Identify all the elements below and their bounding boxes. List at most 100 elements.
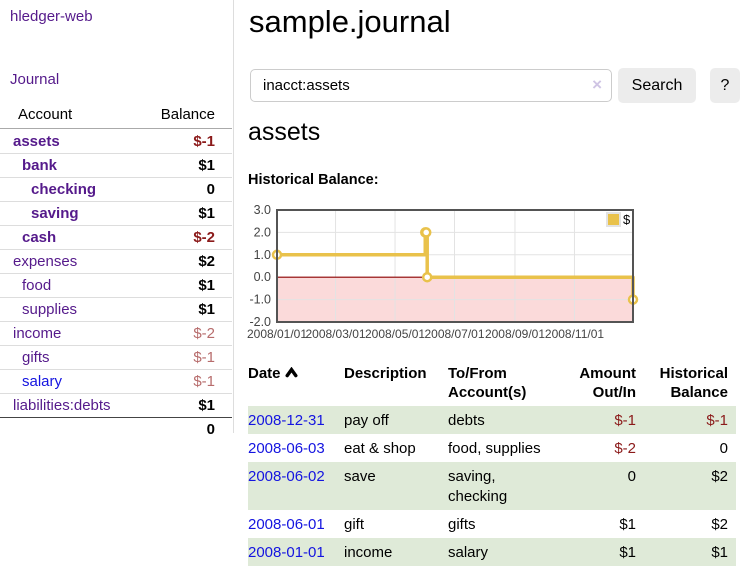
- sidebar-item-journal[interactable]: Journal: [10, 71, 60, 88]
- search-button[interactable]: Search: [618, 68, 696, 103]
- svg-text:-2.0: -2.0: [249, 315, 271, 329]
- svg-text:2008/11/01: 2008/11/01: [545, 327, 604, 341]
- svg-text:1.0: 1.0: [254, 248, 271, 262]
- account-total-row: 0: [0, 417, 232, 440]
- account-balance: $1: [198, 157, 215, 174]
- register-row: 2008-06-03 eat & shop food, supplies $-2…: [248, 434, 736, 462]
- page-title: sample.journal: [249, 4, 451, 39]
- transaction-amount: $1: [619, 516, 636, 533]
- account-balance: $-2: [193, 325, 215, 342]
- chart-canvas: $3.0 2.0 1.0 0.0 -1.0 -2.02008/01/012008/03/0…: [247, 203, 639, 341]
- account-row-assets: assets $-1: [0, 129, 232, 153]
- transaction-date-link[interactable]: 2008-12-31: [248, 412, 325, 429]
- clear-search-icon[interactable]: ×: [592, 75, 602, 94]
- svg-text:2008/03/01: 2008/03/01: [305, 327, 365, 341]
- account-link-supplies[interactable]: supplies: [22, 301, 78, 318]
- account-link-checking[interactable]: checking: [31, 181, 97, 198]
- account-link-saving[interactable]: saving: [31, 205, 79, 222]
- app-brand-link[interactable]: hledger-web: [10, 8, 93, 25]
- svg-text:-1.0: -1.0: [249, 293, 271, 307]
- transaction-accounts: gifts: [448, 516, 476, 533]
- search-bar: × Search ?: [250, 68, 740, 103]
- transaction-accounts: saving, checking: [448, 468, 508, 505]
- register-row: 2008-01-01 income salary $1 $1: [248, 538, 736, 566]
- transaction-balance: $2: [711, 516, 728, 533]
- transaction-description: gift: [344, 516, 365, 533]
- account-balance: $-1: [193, 349, 215, 366]
- account-link-expenses[interactable]: expenses: [13, 253, 78, 270]
- svg-text:2008/01/01: 2008/01/01: [247, 327, 307, 341]
- transaction-balance: $2: [711, 468, 728, 485]
- register-row: 2008-12-31 pay off debts $-1 $-1: [248, 406, 736, 434]
- transaction-date-link[interactable]: 2008-01-01: [248, 544, 325, 561]
- account-link-gifts[interactable]: gifts: [22, 349, 50, 366]
- transaction-accounts: salary: [448, 544, 489, 561]
- transaction-amount: $-2: [614, 440, 636, 457]
- account-row-bank: bank $1: [0, 153, 232, 177]
- account-balance: $1: [198, 277, 215, 294]
- balance-column-header: Historical Balance: [659, 365, 728, 401]
- account-row-salary: salary $-1: [0, 369, 232, 393]
- svg-text:2008/07/01: 2008/07/01: [424, 327, 484, 341]
- account-row-expenses: expenses $2: [0, 249, 232, 273]
- svg-text:0.0: 0.0: [254, 270, 271, 284]
- account-link-cash[interactable]: cash: [22, 229, 57, 246]
- accounts-column-header: To/From Account(s): [448, 365, 527, 401]
- date-column-header[interactable]: Date: [248, 360, 344, 406]
- account-link-liabilities-debts[interactable]: liabilities:debts: [13, 397, 111, 414]
- account-table-header: Account Balance: [0, 104, 232, 129]
- account-balance-table: Account Balance assets $-1 bank $1 check…: [0, 104, 232, 440]
- transaction-description: income: [344, 544, 393, 561]
- historical-balance-chart: $3.0 2.0 1.0 0.0 -1.0 -2.0 2008/01/01 2008/03/0…: [242, 200, 742, 350]
- transaction-accounts: debts: [448, 412, 485, 429]
- account-row-liabilities-debts: liabilities:debts $1: [0, 393, 232, 417]
- register-header-row: Date Description To/From Account(s) Amou…: [248, 360, 736, 406]
- account-balance: $1: [198, 205, 215, 222]
- transaction-amount: $1: [619, 544, 636, 561]
- account-link-food[interactable]: food: [22, 277, 52, 294]
- account-row-income: income $-2: [0, 321, 232, 345]
- register-table: Date Description To/From Account(s) Amou…: [248, 360, 736, 566]
- amount-column-header: Amount Out/In: [579, 365, 636, 401]
- transaction-balance: 0: [719, 440, 728, 457]
- account-link-salary[interactable]: salary: [22, 373, 63, 390]
- transaction-balance: $-1: [706, 412, 728, 429]
- register-row: 2008-06-02 save saving, checking 0 $2: [248, 462, 736, 510]
- account-row-checking: checking 0: [0, 177, 232, 201]
- transaction-date-link[interactable]: 2008-06-01: [248, 516, 325, 533]
- account-row-cash: cash $-2: [0, 225, 232, 249]
- account-total-balance: 0: [206, 420, 215, 438]
- account-balance: $1: [198, 397, 215, 414]
- chart-title: Historical Balance:: [248, 172, 379, 188]
- account-column-header: Account: [18, 106, 73, 123]
- svg-text:2008/09/01: 2008/09/01: [485, 327, 545, 341]
- transaction-date-link[interactable]: 2008-06-03: [248, 440, 325, 457]
- register-row: 2008-06-01 gift gifts $1 $2: [248, 510, 736, 538]
- sidebar-divider: [233, 0, 234, 433]
- account-heading: assets: [248, 118, 321, 146]
- date-header-label: Date: [248, 365, 281, 382]
- description-column-header: Description: [344, 365, 427, 382]
- svg-text:2.0: 2.0: [254, 225, 271, 239]
- account-balance: $1: [198, 301, 215, 318]
- account-row-supplies: supplies $1: [0, 297, 232, 321]
- help-button[interactable]: ?: [710, 68, 740, 103]
- account-balance: $-2: [193, 229, 215, 246]
- svg-text:$: $: [623, 212, 631, 227]
- search-input[interactable]: [250, 69, 612, 102]
- transaction-description: eat & shop: [344, 440, 416, 457]
- account-link-assets[interactable]: assets: [13, 132, 60, 150]
- account-row-gifts: gifts $-1: [0, 345, 232, 369]
- balance-column-header: Balance: [160, 106, 215, 123]
- svg-text:2008/05/01: 2008/05/01: [365, 327, 425, 341]
- svg-text:3.0: 3.0: [254, 203, 271, 217]
- account-balance: 0: [206, 181, 215, 198]
- transaction-accounts: food, supplies: [448, 440, 541, 457]
- transaction-date-link[interactable]: 2008-06-02: [248, 468, 325, 485]
- account-balance: $-1: [193, 132, 215, 150]
- transaction-description: save: [344, 468, 376, 485]
- sort-ascending-icon: [285, 364, 298, 383]
- account-balance: $-1: [193, 373, 215, 390]
- account-link-bank[interactable]: bank: [22, 157, 58, 174]
- account-link-income[interactable]: income: [13, 325, 62, 342]
